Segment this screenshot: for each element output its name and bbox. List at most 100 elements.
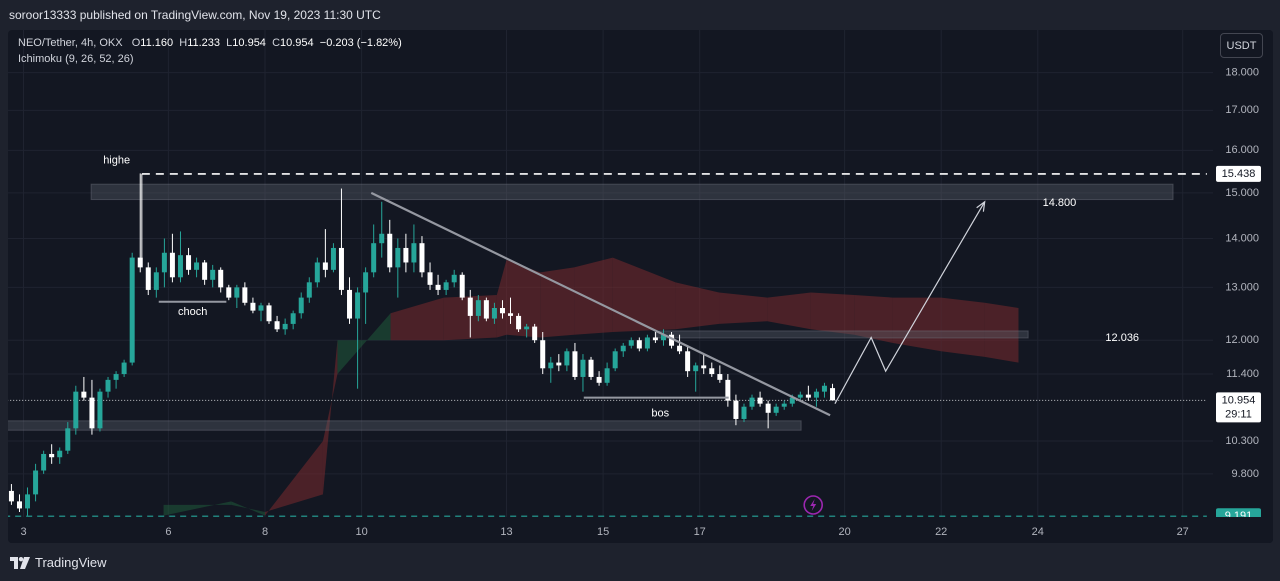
candle-body — [355, 292, 361, 319]
candle-body — [105, 379, 111, 392]
time-tick-label: 20 — [838, 526, 850, 538]
open-label: O — [131, 37, 141, 49]
candle-body — [387, 233, 393, 268]
candle-body — [129, 257, 135, 363]
annotation-label: choch — [178, 306, 207, 318]
ichimoku-cloud-bearish — [767, 292, 811, 330]
candle-body — [186, 255, 192, 270]
high-value: 11.233 — [187, 37, 221, 49]
supply-demand-zone — [8, 420, 802, 431]
candle-body — [161, 252, 167, 273]
candle-body — [330, 247, 336, 270]
time-tick-label: 17 — [694, 526, 706, 538]
ichimoku-cloud-bearish — [612, 257, 676, 333]
candle-body — [757, 397, 763, 404]
candle-body — [145, 267, 151, 290]
ichimoku-cloud-bullish — [163, 501, 232, 516]
annotation-label: 14.800 — [1043, 197, 1077, 209]
candle-body — [57, 450, 63, 458]
candle-body — [395, 247, 401, 268]
time-tick-label: 3 — [20, 526, 26, 538]
candle-body — [49, 453, 55, 458]
indicator-name: Ichimoku (9, 26, 52, 26) — [18, 53, 134, 65]
close-label: C — [272, 37, 281, 49]
time-axis — [8, 517, 1273, 543]
supply-demand-zone — [655, 330, 1029, 339]
candle-body — [797, 394, 803, 398]
candle-body — [620, 345, 626, 352]
candle-body — [821, 385, 827, 392]
candle-body — [596, 376, 602, 383]
chart-area[interactable]: highe choch bos 14.800 12.036 18.000 17.000 16.… — [8, 30, 1273, 543]
candle-body — [210, 269, 216, 280]
annotation-label: bos — [651, 407, 669, 419]
candle-body — [540, 340, 546, 369]
price-tag — [1216, 392, 1261, 423]
candle-body — [25, 494, 31, 509]
price-tick-label: 12.000 — [1225, 334, 1259, 346]
ichimoku-cloud-bearish — [854, 295, 893, 343]
candle-body — [250, 302, 256, 311]
candle-body — [266, 305, 272, 322]
ichimoku-cloud-bearish — [390, 297, 444, 341]
candle-body — [685, 351, 691, 372]
candle-body — [306, 282, 312, 298]
candle-body — [347, 289, 353, 319]
candle-body — [781, 403, 787, 407]
footer: TradingView — [0, 543, 1280, 581]
candle-body — [524, 326, 530, 330]
candle-body — [604, 368, 610, 383]
ichimoku-cloud-bearish — [810, 292, 855, 335]
candle-body — [499, 307, 505, 314]
price-tick-label: 11.400 — [1226, 368, 1259, 380]
candle-body — [612, 351, 618, 369]
price-tag — [1216, 165, 1261, 182]
candle-body — [177, 255, 183, 278]
close-value: 10.954 — [280, 37, 314, 49]
time-tick-label: 24 — [1032, 526, 1044, 538]
candle-body — [41, 453, 47, 471]
price-tag-label: 9.191 — [1225, 510, 1253, 522]
tradingview-brand: TradingView — [35, 555, 107, 570]
candle-body — [113, 374, 119, 380]
tradingview-logo[interactable]: TradingView — [10, 555, 107, 570]
candle-body — [65, 428, 71, 451]
candle-body — [435, 284, 441, 290]
candle-body — [765, 403, 771, 413]
ichimoku-cloud-bearish — [941, 297, 985, 357]
candle-body — [516, 315, 522, 330]
candle-body — [701, 365, 707, 369]
candle-body — [97, 391, 103, 429]
price-tick-label: 16.000 — [1225, 144, 1259, 156]
candle-body — [709, 368, 715, 375]
candle-body — [483, 300, 489, 319]
candle-body — [669, 334, 675, 346]
ichimoku-cloud-bearish — [265, 441, 323, 516]
candle-body — [548, 362, 554, 369]
open-value: 11.160 — [140, 37, 174, 49]
price-tick-label: 10.300 — [1225, 435, 1259, 447]
currency-unit-label: USDT — [1226, 39, 1257, 52]
candle-body — [805, 394, 811, 398]
tradingview-logo-icon — [10, 556, 30, 569]
time-tick-label: 15 — [597, 526, 609, 538]
candle-body — [564, 351, 570, 366]
ichimoku-cloud-bearish — [322, 340, 338, 495]
candle-body — [749, 397, 755, 407]
price-tick-label: 18.000 — [1225, 67, 1259, 79]
ichimoku-cloud-bearish — [719, 292, 768, 324]
countdown-label: 29:11 — [1225, 408, 1252, 420]
ichimoku-cloud-bullish — [337, 313, 391, 375]
ichimoku-cloud-bullish — [231, 501, 265, 516]
price-chart[interactable]: highe choch bos 14.800 12.036 18.000 17.000 16.… — [8, 30, 1273, 543]
candle-body — [137, 257, 143, 268]
candle-body — [443, 282, 449, 290]
candle-body — [16, 501, 22, 509]
publisher-bar: soroor13333 published on TradingView.com… — [0, 0, 1280, 30]
currency-unit-button[interactable]: USDT — [1220, 33, 1263, 58]
candle-body — [789, 397, 795, 404]
candle-body — [226, 287, 232, 298]
candle-body — [290, 313, 296, 324]
candle-body — [81, 391, 87, 398]
candle-body — [73, 391, 79, 429]
